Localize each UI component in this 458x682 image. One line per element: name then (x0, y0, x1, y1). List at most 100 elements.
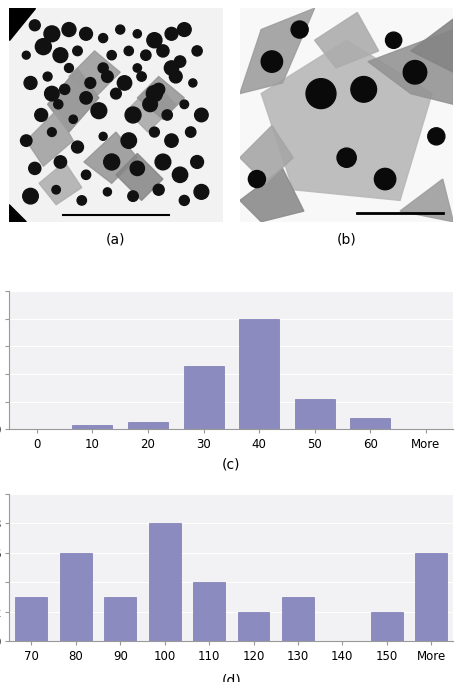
Circle shape (155, 154, 171, 170)
Circle shape (98, 33, 108, 42)
Bar (239, 318, 279, 430)
Circle shape (29, 20, 40, 31)
Polygon shape (261, 40, 432, 201)
Circle shape (374, 168, 396, 190)
Circle shape (180, 100, 189, 108)
Circle shape (80, 27, 93, 40)
Bar (193, 582, 225, 641)
Circle shape (91, 103, 107, 119)
Circle shape (65, 63, 73, 72)
Polygon shape (240, 168, 304, 222)
Bar (415, 552, 447, 641)
Circle shape (44, 26, 60, 42)
Bar (282, 597, 314, 641)
Circle shape (53, 48, 68, 63)
Circle shape (164, 61, 179, 75)
Circle shape (153, 83, 165, 95)
Polygon shape (368, 29, 453, 104)
Circle shape (107, 50, 116, 60)
Circle shape (191, 155, 203, 168)
Circle shape (185, 127, 196, 137)
Polygon shape (48, 68, 99, 132)
Circle shape (153, 184, 164, 195)
Circle shape (85, 78, 96, 89)
Circle shape (149, 127, 159, 137)
Polygon shape (26, 110, 73, 166)
Polygon shape (240, 8, 315, 93)
Circle shape (54, 155, 66, 168)
Circle shape (306, 78, 336, 108)
Circle shape (351, 76, 376, 102)
Circle shape (386, 32, 402, 48)
Polygon shape (69, 51, 120, 98)
Polygon shape (126, 83, 176, 132)
Polygon shape (137, 76, 184, 119)
Circle shape (35, 108, 48, 121)
Circle shape (80, 92, 92, 104)
Bar (294, 399, 335, 430)
Text: (b): (b) (337, 233, 356, 246)
Circle shape (124, 46, 133, 55)
Circle shape (110, 88, 121, 99)
Circle shape (157, 45, 169, 57)
Polygon shape (240, 125, 293, 183)
Circle shape (77, 196, 87, 205)
Circle shape (165, 134, 178, 147)
Circle shape (133, 64, 142, 72)
Circle shape (177, 23, 191, 36)
Circle shape (174, 56, 185, 68)
Circle shape (44, 87, 59, 101)
Circle shape (128, 191, 138, 201)
Polygon shape (411, 19, 453, 72)
Bar (184, 366, 224, 430)
Circle shape (104, 154, 120, 170)
Circle shape (99, 132, 107, 140)
Circle shape (189, 79, 197, 87)
Circle shape (104, 188, 111, 196)
Circle shape (69, 115, 77, 123)
Polygon shape (84, 132, 137, 183)
Text: (c): (c) (222, 457, 240, 471)
Circle shape (73, 46, 82, 56)
Circle shape (248, 170, 266, 188)
Circle shape (403, 61, 427, 84)
Bar (60, 552, 92, 641)
Polygon shape (400, 179, 453, 222)
Circle shape (52, 186, 60, 194)
Circle shape (195, 108, 208, 122)
Bar (238, 612, 269, 641)
Circle shape (121, 133, 136, 149)
Circle shape (71, 141, 83, 153)
Circle shape (117, 76, 132, 90)
Bar (371, 612, 403, 641)
Bar (104, 597, 136, 641)
Circle shape (165, 27, 178, 40)
Polygon shape (9, 8, 35, 40)
Circle shape (21, 135, 32, 147)
Circle shape (130, 161, 144, 175)
Circle shape (147, 33, 162, 48)
Circle shape (60, 85, 70, 94)
Circle shape (82, 170, 91, 179)
Polygon shape (315, 12, 379, 68)
Circle shape (98, 63, 108, 73)
Bar (128, 422, 168, 430)
Bar (72, 425, 113, 430)
Circle shape (169, 70, 182, 83)
Circle shape (291, 21, 308, 38)
Polygon shape (39, 162, 82, 205)
Circle shape (194, 185, 209, 199)
Circle shape (143, 97, 158, 112)
Circle shape (116, 25, 125, 34)
Circle shape (43, 72, 52, 81)
Circle shape (29, 162, 41, 175)
Circle shape (35, 39, 51, 55)
Circle shape (23, 188, 38, 204)
Text: (d): (d) (221, 674, 241, 682)
Circle shape (48, 128, 56, 136)
Polygon shape (9, 205, 26, 222)
Circle shape (133, 30, 142, 38)
Text: (a): (a) (106, 233, 125, 246)
Circle shape (162, 110, 172, 120)
Circle shape (261, 51, 283, 72)
